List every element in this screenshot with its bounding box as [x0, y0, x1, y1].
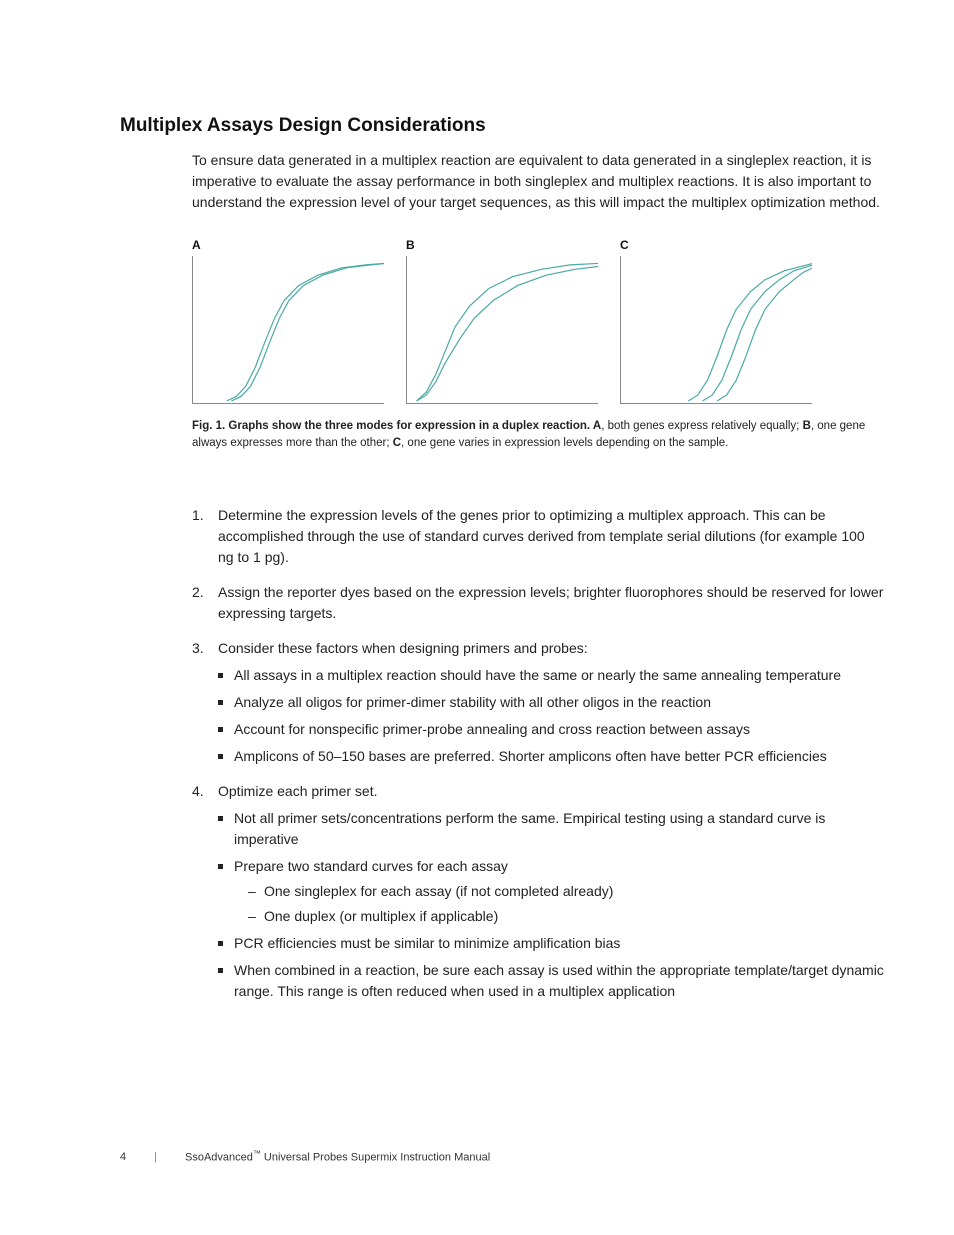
list-item: Optimize each primer set. Not all primer …	[192, 781, 884, 1002]
bullet-item: Account for nonspecific primer-probe ann…	[218, 719, 884, 740]
bullet-item: All assays in a multiplex reaction shoul…	[218, 665, 884, 686]
bullet-text: Not all primer sets/concentrations perfo…	[234, 810, 825, 847]
bullet-text: Prepare two standard curves for each ass…	[234, 858, 508, 874]
amplification-curve	[417, 263, 598, 401]
amplification-chart	[620, 256, 812, 404]
subfigure: A	[192, 237, 384, 404]
subfigure: B	[406, 237, 598, 404]
dash-item: One singleplex for each assay (if not co…	[248, 881, 884, 902]
dash-item: One duplex (or multiplex if applicable)	[248, 906, 884, 927]
bullet-text: When combined in a reaction, be sure eac…	[234, 962, 884, 999]
intro-paragraph: To ensure data generated in a multiplex …	[192, 150, 884, 213]
caption-lead: Fig. 1. Graphs show the three modes for …	[192, 420, 590, 432]
bullet-text: Account for nonspecific primer-probe ann…	[234, 721, 750, 737]
amplification-curve	[688, 263, 812, 401]
bullet-item: Analyze all oligos for primer-dimer stab…	[218, 692, 884, 713]
caption-c-label: C	[393, 437, 401, 449]
bullet-item: Amplicons of 50–150 bases are preferred.…	[218, 746, 884, 767]
footer-product-suffix: Universal Probes Supermix Instruction Ma…	[261, 1152, 490, 1164]
bullet-text: All assays in a multiplex reaction shoul…	[234, 667, 841, 683]
bullet-item: PCR efficiencies must be similar to mini…	[218, 933, 884, 954]
document-page: Multiplex Assays Design Considerations T…	[0, 0, 954, 1235]
dash-list: One singleplex for each assay (if not co…	[248, 881, 884, 927]
section-title: Multiplex Assays Design Considerations	[120, 112, 914, 140]
caption-c-text: , one gene varies in expression levels d…	[401, 437, 728, 449]
caption-a-label: A	[590, 420, 601, 432]
figure-caption: Fig. 1. Graphs show the three modes for …	[192, 418, 884, 451]
subfigure-label: B	[406, 237, 598, 254]
footer-product-prefix: SsoAdvanced	[185, 1152, 253, 1164]
subfigure: C	[620, 237, 812, 404]
bullet-text: PCR efficiencies must be similar to mini…	[234, 935, 620, 951]
amplification-curve	[717, 268, 812, 401]
caption-a-text: , both genes express relatively equally;	[601, 420, 802, 432]
list-item: Consider these factors when designing pr…	[192, 638, 884, 767]
list-item-text: Determine the expression levels of the g…	[218, 507, 865, 565]
figure-row: A B C	[192, 237, 914, 404]
bullet-item: Prepare two standard curves for each ass…	[218, 856, 884, 927]
amplification-chart	[406, 256, 598, 404]
list-item-text: Assign the reporter dyes based on the ex…	[218, 584, 883, 621]
list-item: Determine the expression levels of the g…	[192, 505, 884, 568]
subfigure-label: A	[192, 237, 384, 254]
bullet-list: All assays in a multiplex reaction shoul…	[218, 665, 884, 767]
footer-separator: |	[154, 1150, 157, 1166]
amplification-curve	[231, 263, 384, 401]
caption-b-label: B	[803, 420, 811, 432]
footer-title: SsoAdvanced™ Universal Probes Supermix I…	[185, 1148, 490, 1167]
trademark-symbol: ™	[253, 1149, 261, 1158]
bullet-text: Analyze all oligos for primer-dimer stab…	[234, 694, 711, 710]
amplification-curve	[417, 266, 598, 401]
numbered-list: Determine the expression levels of the g…	[192, 505, 884, 1002]
page-footer: 4 | SsoAdvanced™ Universal Probes Superm…	[120, 1148, 490, 1167]
subfigure-label: C	[620, 237, 812, 254]
list-item-text: Optimize each primer set.	[218, 783, 378, 799]
bullet-item: Not all primer sets/concentrations perfo…	[218, 808, 884, 850]
list-item-text: Consider these factors when designing pr…	[218, 640, 588, 656]
bullet-text: Amplicons of 50–150 bases are preferred.…	[234, 748, 827, 764]
bullet-list: Not all primer sets/concentrations perfo…	[218, 808, 884, 1002]
amplification-chart	[192, 256, 384, 404]
page-number: 4	[120, 1150, 126, 1166]
list-item: Assign the reporter dyes based on the ex…	[192, 582, 884, 624]
bullet-item: When combined in a reaction, be sure eac…	[218, 960, 884, 1002]
